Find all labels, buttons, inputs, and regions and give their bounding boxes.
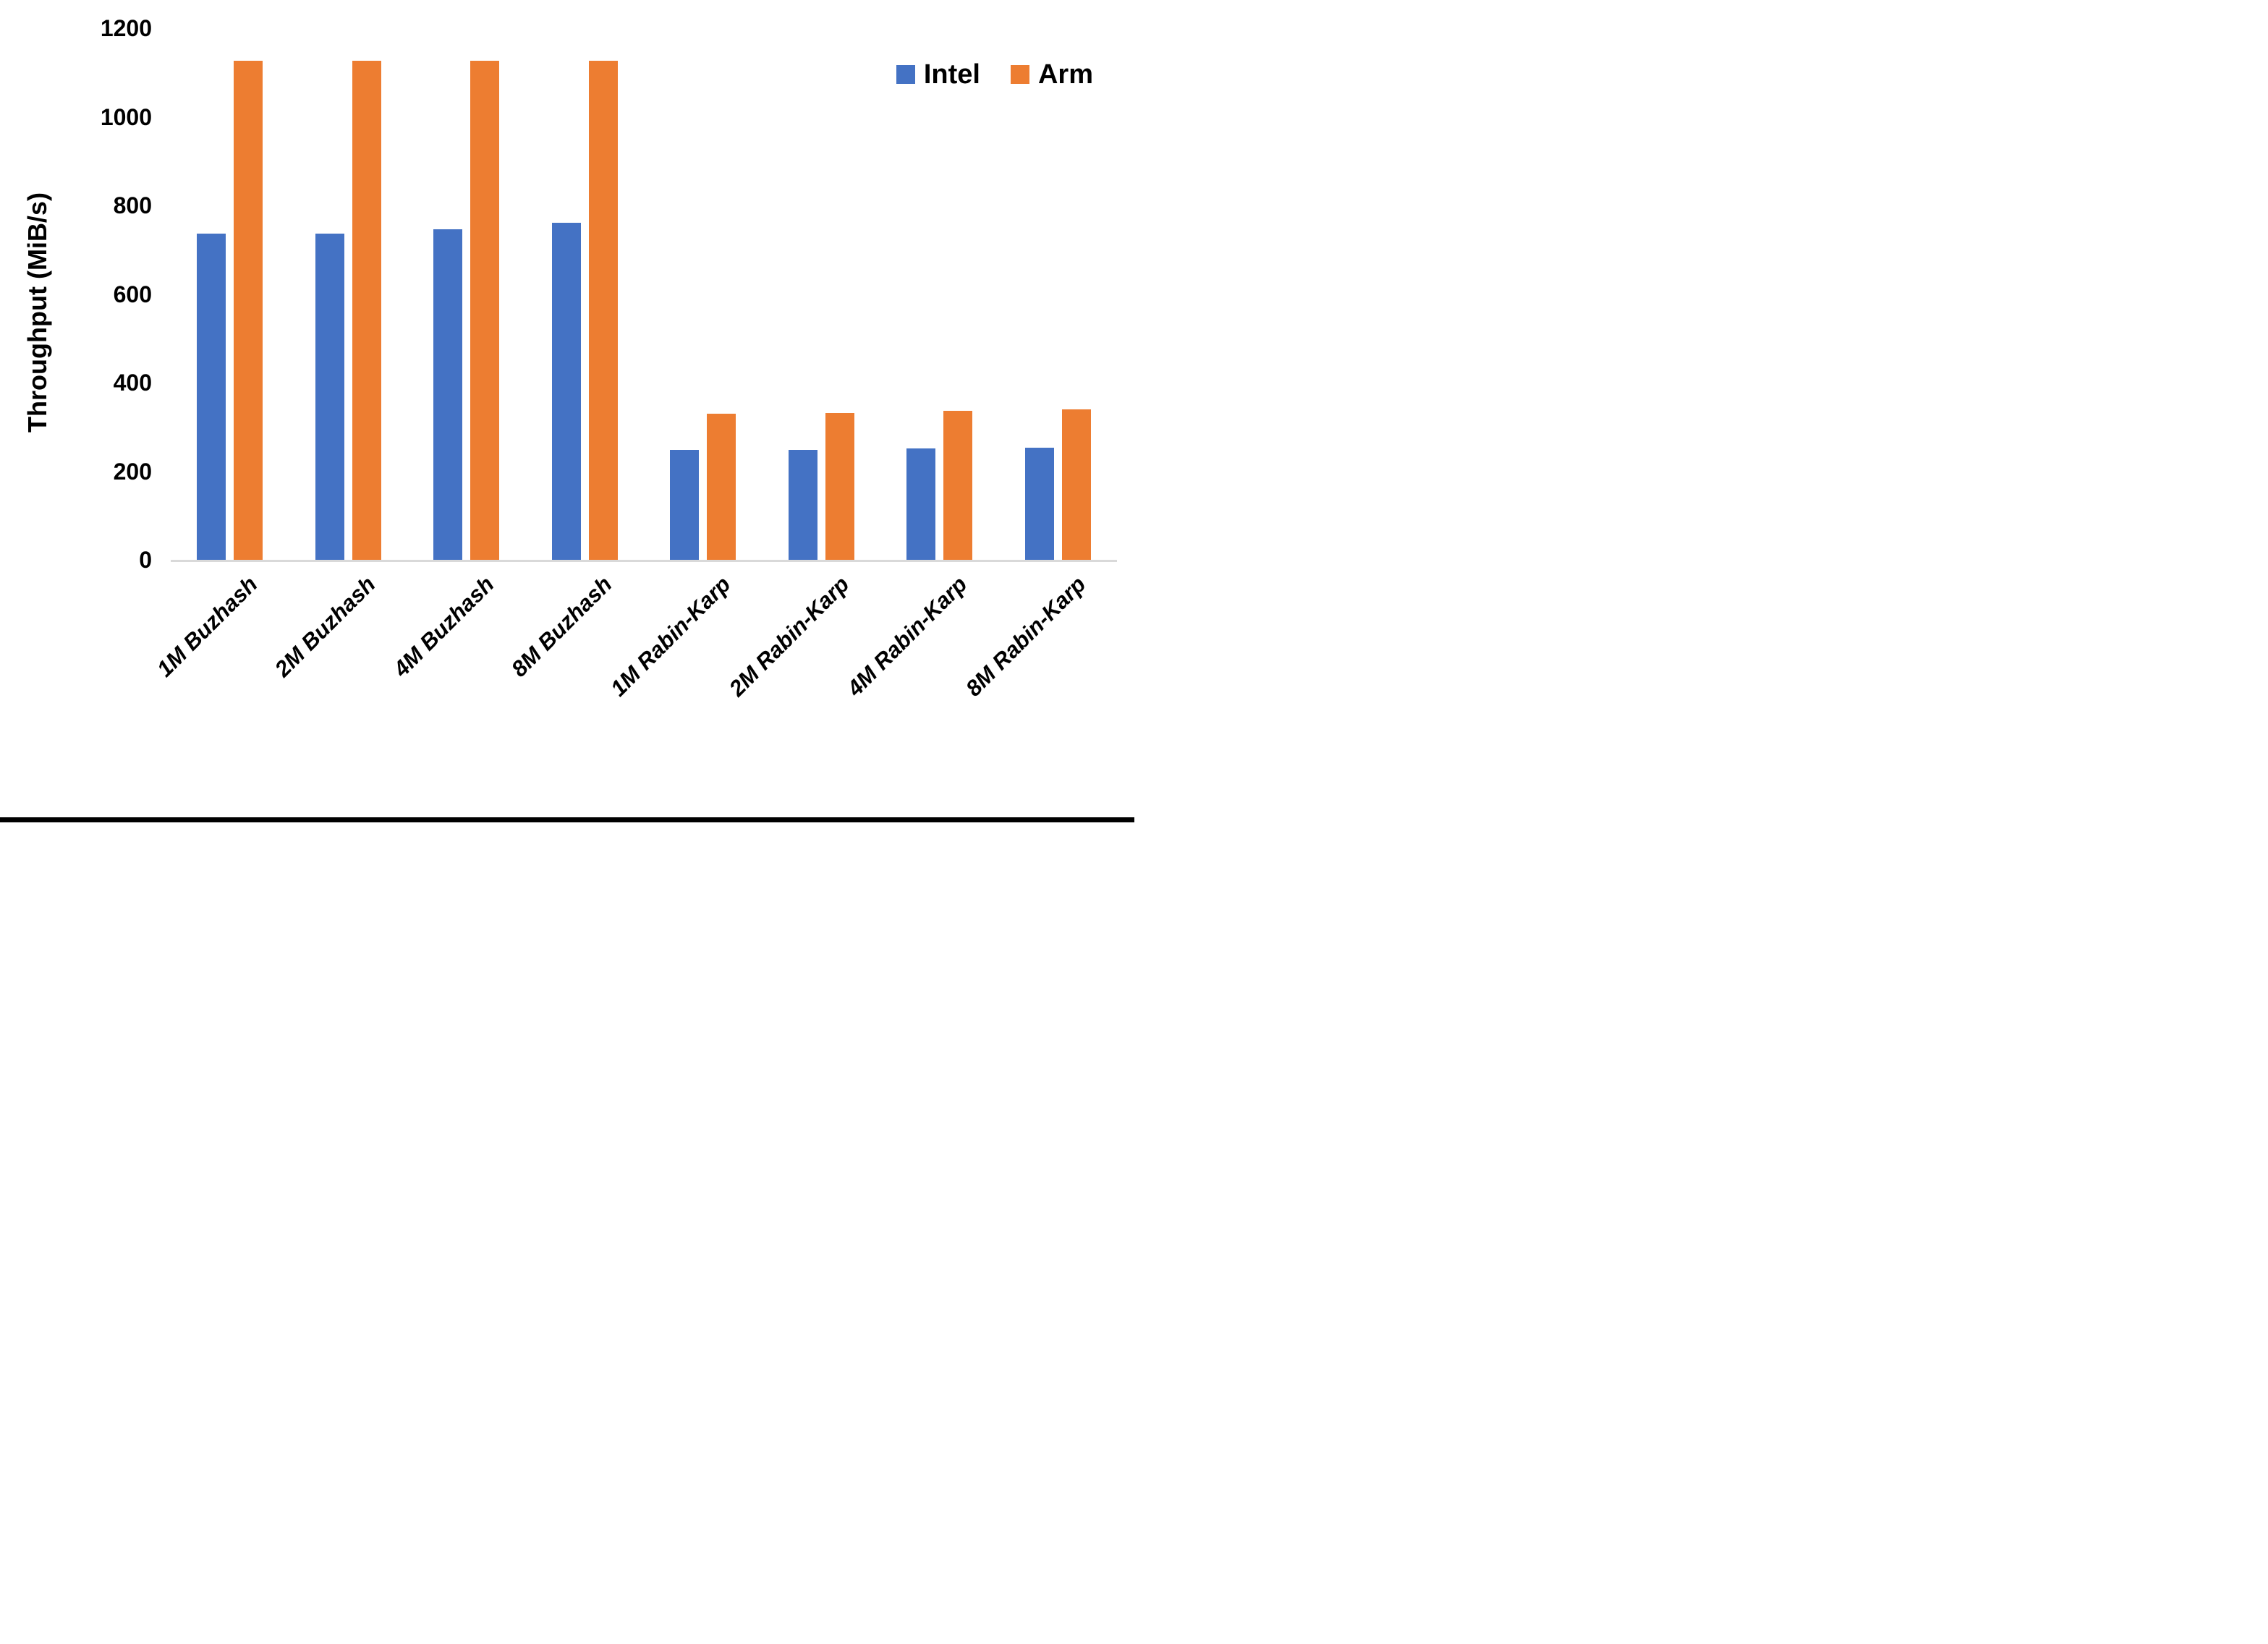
x-tick-label-4m-buzhash: 4M Buzhash — [388, 571, 499, 682]
bar-arm-8m-rabin-karp — [1061, 409, 1091, 560]
bar-intel-8m-rabin-karp — [1024, 448, 1054, 560]
y-axis-title: Throughput (MiB/s) — [22, 192, 52, 433]
bar-group-2m-buzhash — [289, 28, 408, 560]
bar-arm-2m-buzhash — [352, 61, 381, 560]
bar-group-2m-rabin-karp — [763, 28, 881, 560]
legend-item-arm: Arm — [1010, 59, 1093, 90]
y-tick-label-400: 400 — [113, 370, 152, 396]
legend-item-intel: Intel — [896, 61, 980, 88]
chart-figure: Throughput (MiB/s) 0 200 400 600 800 1000 1200… — [0, 0, 1134, 822]
bar-arm-1m-buzhash — [234, 61, 263, 560]
y-tick-label-200: 200 — [113, 458, 152, 485]
bar-group-4m-rabin-karp — [880, 28, 999, 560]
legend-label-intel: Intel — [923, 59, 980, 90]
bar-arm-4m-rabin-karp — [943, 411, 973, 560]
bar-group-1m-rabin-karp — [644, 28, 763, 560]
bar-intel-2m-rabin-karp — [788, 449, 817, 560]
legend-swatch-intel — [896, 65, 915, 84]
bar-intel-4m-rabin-karp — [906, 448, 936, 560]
legend-swatch-arm — [1010, 65, 1029, 84]
bar-group-8m-buzhash — [526, 28, 645, 560]
x-tick-label-2m-rabin-karp: 2M Rabin-Karp — [723, 571, 854, 702]
x-tick-label-8m-rabin-karp: 8M Rabin-Karp — [960, 571, 1090, 702]
bar-arm-4m-buzhash — [470, 61, 500, 560]
plot-area — [171, 28, 1117, 562]
x-tick-label-4m-rabin-karp: 4M Rabin-Karp — [842, 571, 972, 702]
bar-intel-2m-buzhash — [315, 234, 344, 560]
bar-intel-1m-rabin-karp — [670, 450, 700, 560]
bar-group-1m-buzhash — [171, 28, 289, 560]
bar-group-4m-buzhash — [407, 28, 526, 560]
y-tick-label-800: 800 — [113, 192, 152, 218]
x-tick-label-1m-rabin-karp: 1M Rabin-Karp — [606, 571, 736, 702]
y-tick-label-0: 0 — [139, 547, 152, 573]
bar-intel-1m-buzhash — [197, 233, 226, 560]
y-tick-label-1000: 1000 — [100, 103, 152, 130]
window-bottom-edge — [0, 817, 1134, 822]
legend: Intel Arm — [896, 61, 1093, 88]
bar-arm-2m-rabin-karp — [825, 412, 854, 560]
bar-group-8m-rabin-karp — [999, 28, 1118, 560]
bar-intel-4m-buzhash — [433, 229, 463, 560]
x-tick-label-2m-buzhash: 2M Buzhash — [270, 571, 381, 682]
y-tick-label-1200: 1200 — [100, 15, 152, 41]
bar-arm-8m-buzhash — [588, 61, 618, 560]
bar-arm-1m-rabin-karp — [707, 413, 736, 560]
bar-intel-8m-buzhash — [551, 222, 581, 560]
y-tick-label-600: 600 — [113, 281, 152, 307]
x-tick-label-1m-buzhash: 1M Buzhash — [151, 571, 263, 682]
x-tick-label-8m-buzhash: 8M Buzhash — [506, 571, 617, 682]
legend-label-arm: Arm — [1037, 59, 1093, 90]
